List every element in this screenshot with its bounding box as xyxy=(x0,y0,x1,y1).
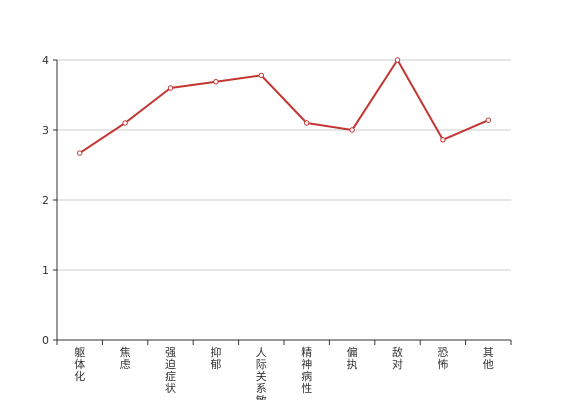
data-point[interactable] xyxy=(77,150,83,156)
x-tick-label: 抑郁 xyxy=(210,345,221,371)
data-point[interactable] xyxy=(213,79,219,85)
data-point[interactable] xyxy=(485,117,491,123)
axes xyxy=(53,59,512,345)
data-point[interactable] xyxy=(394,57,401,63)
data-point[interactable] xyxy=(167,85,174,91)
x-tick-labels: 躯体化 焦虑 强迫症状 抑郁 人际关系敏感 精神病性 偏执 敌对 恐怖 其他 xyxy=(74,345,494,400)
x-tick-label: 恐怖 xyxy=(437,346,448,371)
x-tick-label: 敌对 xyxy=(392,345,403,371)
data-point[interactable] xyxy=(349,127,355,133)
x-tick-label: 人际关系敏感 xyxy=(256,346,267,400)
data-point[interactable] xyxy=(258,72,264,79)
series xyxy=(77,57,491,156)
x-tick-label: 精神病性 xyxy=(301,346,312,395)
y-tick-label: 0 xyxy=(42,334,49,347)
data-point[interactable] xyxy=(440,137,446,143)
y-tick-label: 1 xyxy=(42,264,49,277)
x-tick-label: 偏执 xyxy=(347,345,358,371)
y-tick-label: 2 xyxy=(42,194,49,207)
y-tick-label: 4 xyxy=(42,54,49,67)
series-line xyxy=(79,59,489,154)
data-point[interactable] xyxy=(122,120,128,126)
x-tick-label: 躯体化 xyxy=(74,346,85,383)
x-tick-label: 焦虑 xyxy=(120,346,131,371)
data-point[interactable] xyxy=(304,120,310,126)
y-tick-labels: 0 1 2 3 4 xyxy=(42,54,49,347)
y-tick-label: 3 xyxy=(42,124,49,137)
x-tick-label: 强迫症状 xyxy=(165,346,176,395)
grid-lines xyxy=(57,59,511,271)
x-tick-label: 其他 xyxy=(483,346,494,371)
